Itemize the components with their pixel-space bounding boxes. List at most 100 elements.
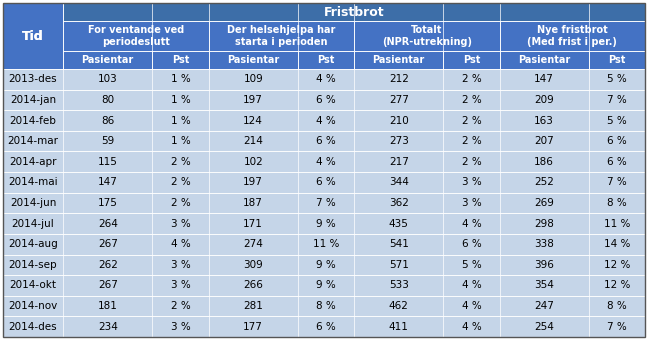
Bar (3, 110, 645, 131)
Text: 7 %: 7 % (607, 322, 627, 332)
Text: 6 %: 6 % (461, 239, 481, 249)
Text: 6 %: 6 % (607, 136, 627, 146)
Text: 80: 80 (101, 95, 114, 105)
Text: Tid: Tid (22, 30, 44, 42)
Text: 3 %: 3 % (461, 177, 481, 187)
Text: 115: 115 (98, 157, 118, 167)
Text: Tid: Tid (22, 30, 44, 42)
Text: 8 %: 8 % (607, 198, 627, 208)
Text: 186: 186 (535, 157, 554, 167)
Text: 6 %: 6 % (316, 177, 336, 187)
Text: 147: 147 (98, 177, 118, 187)
Text: 6 %: 6 % (607, 157, 627, 167)
Text: 2014-mai: 2014-mai (8, 177, 58, 187)
Text: 4 %: 4 % (461, 219, 481, 228)
Text: 571: 571 (389, 260, 409, 270)
Text: 3 %: 3 % (461, 198, 481, 208)
Text: 3 %: 3 % (170, 260, 191, 270)
Text: 207: 207 (535, 136, 554, 146)
Bar (3, 151, 645, 172)
Text: 1 %: 1 % (170, 95, 191, 105)
Bar (63, 21, 209, 51)
Text: 59: 59 (101, 136, 114, 146)
Text: 462: 462 (389, 301, 409, 311)
Text: Pasientar: Pasientar (227, 55, 279, 65)
Text: 147: 147 (535, 74, 554, 84)
Text: 2014-okt: 2014-okt (10, 280, 56, 290)
Text: 2014-nov: 2014-nov (8, 301, 58, 311)
Text: 354: 354 (535, 280, 554, 290)
Text: 3 %: 3 % (170, 322, 191, 332)
Bar (3, 296, 645, 317)
Bar (443, 51, 500, 69)
Text: 181: 181 (98, 301, 118, 311)
Text: 109: 109 (244, 74, 263, 84)
Text: 4 %: 4 % (316, 116, 336, 125)
Text: 197: 197 (243, 95, 263, 105)
Text: 197: 197 (243, 177, 263, 187)
Text: 3 %: 3 % (170, 280, 191, 290)
Text: For ventande ved
periodeslutt: For ventande ved periodeslutt (87, 25, 184, 47)
Text: 1 %: 1 % (170, 136, 191, 146)
Text: 177: 177 (243, 322, 263, 332)
Text: 2014-aug: 2014-aug (8, 239, 58, 249)
Text: Totalt
(NPR-utrekning): Totalt (NPR-utrekning) (382, 25, 472, 47)
Text: 9 %: 9 % (316, 280, 336, 290)
Text: 12 %: 12 % (604, 280, 630, 290)
Text: 2 %: 2 % (461, 136, 481, 146)
Text: 344: 344 (389, 177, 409, 187)
Text: 9 %: 9 % (316, 260, 336, 270)
Bar (63, 51, 152, 69)
Text: 102: 102 (244, 157, 263, 167)
Text: 2014-jul: 2014-jul (12, 219, 54, 228)
Text: 362: 362 (389, 198, 409, 208)
Text: 338: 338 (535, 239, 554, 249)
Text: 2 %: 2 % (461, 95, 481, 105)
Text: 2014-jun: 2014-jun (10, 198, 56, 208)
Text: 309: 309 (244, 260, 263, 270)
Text: 266: 266 (243, 280, 263, 290)
Text: Pst: Pst (463, 55, 480, 65)
Bar (500, 21, 645, 51)
Text: 3 %: 3 % (170, 219, 191, 228)
Text: 11 %: 11 % (313, 239, 339, 249)
Text: 210: 210 (389, 116, 409, 125)
Text: 2014-mar: 2014-mar (8, 136, 58, 146)
Text: 212: 212 (389, 74, 409, 84)
Text: 269: 269 (535, 198, 554, 208)
Text: 187: 187 (243, 198, 263, 208)
Text: 217: 217 (389, 157, 409, 167)
Text: Nye fristbrot
(Med frist i per.): Nye fristbrot (Med frist i per.) (527, 25, 617, 47)
Text: 163: 163 (535, 116, 554, 125)
Text: 6 %: 6 % (316, 95, 336, 105)
Text: 124: 124 (243, 116, 263, 125)
Text: 11 %: 11 % (604, 219, 630, 228)
Text: 103: 103 (98, 74, 118, 84)
Text: 171: 171 (243, 219, 263, 228)
Text: 262: 262 (98, 260, 118, 270)
Text: 541: 541 (389, 239, 409, 249)
Bar (3, 213, 645, 234)
Bar (209, 21, 354, 51)
Bar (589, 51, 645, 69)
Text: 209: 209 (535, 95, 554, 105)
Text: 274: 274 (243, 239, 263, 249)
Text: 2013-des: 2013-des (8, 74, 57, 84)
Text: 14 %: 14 % (604, 239, 630, 249)
Text: 4 %: 4 % (461, 322, 481, 332)
Text: 396: 396 (535, 260, 554, 270)
Bar (3, 172, 645, 193)
Text: 2 %: 2 % (170, 198, 191, 208)
Text: 4 %: 4 % (316, 74, 336, 84)
Text: Pst: Pst (608, 55, 626, 65)
Text: 2014-apr: 2014-apr (9, 157, 57, 167)
Bar (3, 234, 645, 255)
Text: 2 %: 2 % (170, 177, 191, 187)
Bar (3, 193, 645, 213)
Text: 267: 267 (98, 239, 118, 249)
Text: 264: 264 (98, 219, 118, 228)
Text: 1 %: 1 % (170, 116, 191, 125)
Bar (500, 51, 589, 69)
Text: 4 %: 4 % (316, 157, 336, 167)
Text: 411: 411 (389, 322, 409, 332)
